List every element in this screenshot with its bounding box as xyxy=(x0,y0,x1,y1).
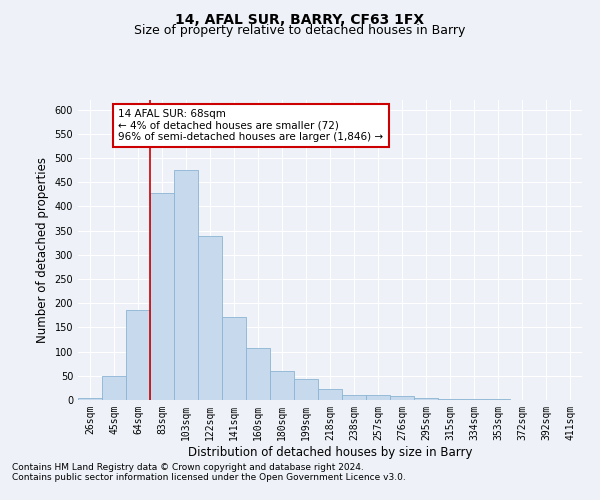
Bar xyxy=(270,371,294,400)
Bar xyxy=(342,395,366,400)
Bar xyxy=(174,170,198,400)
Bar xyxy=(294,379,318,400)
Y-axis label: Number of detached properties: Number of detached properties xyxy=(36,157,49,343)
Bar xyxy=(438,398,462,400)
Bar xyxy=(126,310,150,400)
Bar xyxy=(78,398,102,400)
Bar xyxy=(486,399,510,400)
Text: Size of property relative to detached houses in Barry: Size of property relative to detached ho… xyxy=(134,24,466,37)
Bar xyxy=(246,348,270,400)
Bar xyxy=(150,193,174,400)
Bar xyxy=(198,236,222,400)
Text: 14, AFAL SUR, BARRY, CF63 1FX: 14, AFAL SUR, BARRY, CF63 1FX xyxy=(175,12,425,26)
Text: Contains HM Land Registry data © Crown copyright and database right 2024.: Contains HM Land Registry data © Crown c… xyxy=(12,462,364,471)
Bar xyxy=(414,398,438,400)
Bar xyxy=(366,395,390,400)
Bar xyxy=(390,396,414,400)
Text: Contains public sector information licensed under the Open Government Licence v3: Contains public sector information licen… xyxy=(12,472,406,482)
Text: 14 AFAL SUR: 68sqm
← 4% of detached houses are smaller (72)
96% of semi-detached: 14 AFAL SUR: 68sqm ← 4% of detached hous… xyxy=(118,109,383,142)
Bar xyxy=(222,317,246,400)
X-axis label: Distribution of detached houses by size in Barry: Distribution of detached houses by size … xyxy=(188,446,472,458)
Bar xyxy=(462,399,486,400)
Bar xyxy=(102,376,126,400)
Bar xyxy=(318,390,342,400)
